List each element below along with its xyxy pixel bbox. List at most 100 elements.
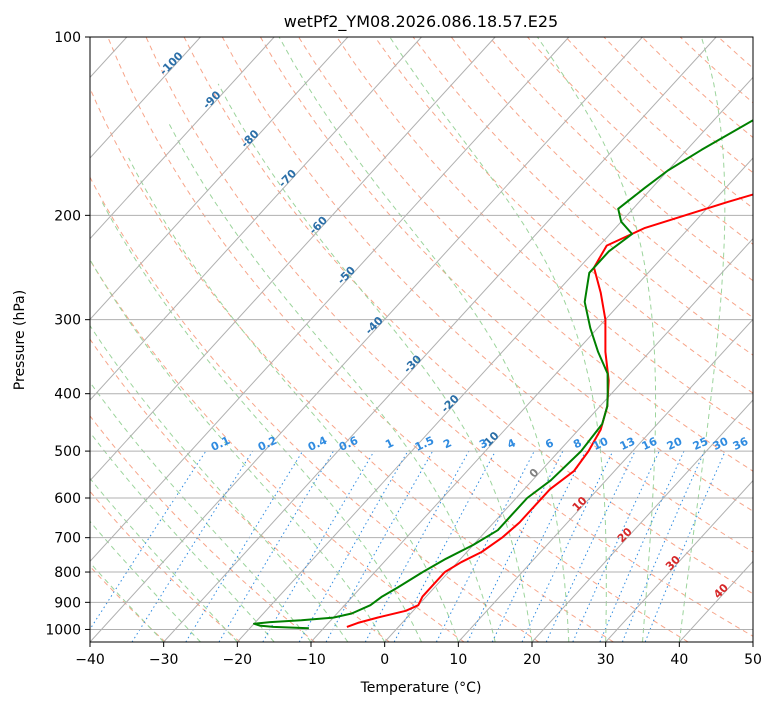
dry-adiabat <box>90 338 390 642</box>
isotherm-line <box>90 37 570 563</box>
x-axis-title: Temperature (°C) <box>360 680 482 696</box>
dry-adiabat <box>450 37 753 319</box>
moist-adiabat <box>90 520 201 642</box>
mixing-ratio-label: 13 <box>618 435 637 453</box>
isotherm-line <box>752 641 753 642</box>
isotherm-line <box>678 560 753 642</box>
dry-adiabat <box>717 37 753 69</box>
mixing-ratio-line <box>185 450 304 642</box>
isotherm-line <box>605 479 753 642</box>
mixing-ratio-line <box>572 450 660 642</box>
mixing-ratio-label: 30 <box>711 435 731 453</box>
x-tick-label: −20 <box>223 652 253 668</box>
mixing-ratio-line <box>467 450 564 642</box>
mixing-ratio-line <box>435 450 535 642</box>
mixing-ratio-line <box>521 450 614 642</box>
dewpoint-profile <box>253 119 753 630</box>
y-tick-label: 800 <box>54 565 81 581</box>
moist-adiabat <box>678 37 726 642</box>
dry-adiabat <box>641 37 753 139</box>
isotherm-label: 40 <box>711 581 731 601</box>
y-tick-label: 900 <box>54 595 81 611</box>
moist-adiabat <box>278 37 570 642</box>
chart-title: wetPf2_YM08.2026.086.18.57.E25 <box>284 12 558 32</box>
background-lines <box>90 37 753 642</box>
isotherm-label: -80 <box>238 127 261 150</box>
moist-adiabat <box>168 123 496 642</box>
dry-adiabat <box>298 37 753 472</box>
isotherm-label: 10 <box>570 494 590 514</box>
dry-adiabat <box>90 176 540 642</box>
x-tick-label: −40 <box>75 652 105 668</box>
y-tick-label: 200 <box>54 208 81 224</box>
y-tick-label: 600 <box>54 491 81 507</box>
y-tick-label: 300 <box>54 313 81 329</box>
mixing-ratio-label: 20 <box>665 435 685 453</box>
moist-adiabat <box>90 431 275 642</box>
plot-frame <box>89 36 754 643</box>
x-tick-label: −30 <box>149 652 179 668</box>
dry-adiabat <box>565 37 753 209</box>
y-tick-label: 1000 <box>45 622 81 638</box>
axes: −40 −30 −20 −10 0 10 20 30 40 50 1000 900 800 700 600 5… <box>45 30 762 668</box>
dry-adiabat <box>90 259 465 642</box>
moist-adiabat <box>90 561 165 642</box>
isotherm-label: -30 <box>401 352 424 375</box>
mixing-ratio-label: 16 <box>640 435 660 453</box>
mixing-ratio-label: 2 <box>441 436 453 451</box>
isotherm-label: -70 <box>276 167 299 190</box>
isotherm-label: 20 <box>615 525 635 545</box>
mixing-ratio-line <box>491 450 587 642</box>
x-tick-label: 20 <box>523 652 541 668</box>
isotherm-label: -40 <box>363 314 386 337</box>
moist-adiabat <box>536 37 657 642</box>
mixing-ratio-line <box>262 450 375 642</box>
x-tick-label: 0 <box>380 652 389 668</box>
y-tick-label: 500 <box>54 444 81 460</box>
moist-adiabat <box>389 37 607 642</box>
line-labels: -100-90-80-70-60-50-40-30-20-10010203040… <box>157 49 750 601</box>
dry-adiabat <box>183 37 753 595</box>
mixing-ratio-label: 6 <box>543 436 556 451</box>
dry-adiabat <box>221 37 753 553</box>
isotherm-label: -20 <box>439 392 462 415</box>
moist-adiabat <box>90 258 386 642</box>
dry-adiabat <box>489 37 753 282</box>
mixing-ratio-line <box>218 450 334 642</box>
x-tick-label: 10 <box>449 652 467 668</box>
isotherm-line <box>90 37 643 642</box>
dry-adiabat <box>679 37 753 104</box>
mixing-ratio-line <box>90 450 207 631</box>
mixing-ratio-label: 10 <box>591 435 611 453</box>
y-tick-label: 700 <box>54 531 81 547</box>
isotherm-line <box>457 318 753 642</box>
x-tick-label: 40 <box>670 652 688 668</box>
dry-adiabat <box>90 87 614 642</box>
isotherm-line <box>236 76 753 642</box>
isotherm-line <box>531 399 753 642</box>
isotherm-line <box>384 237 753 642</box>
dry-adiabat <box>90 415 316 642</box>
mixing-ratio-label: 36 <box>731 435 751 453</box>
isotherm-line <box>90 37 201 159</box>
dry-adiabat <box>603 37 753 174</box>
dry-adiabat <box>107 37 689 642</box>
y-tick-label: 100 <box>54 30 81 46</box>
mixing-ratio-line <box>644 450 726 642</box>
dry-adiabat <box>336 37 753 433</box>
isotherm-line <box>163 37 717 642</box>
isotherm-label: -60 <box>307 214 330 237</box>
mixing-ratio-label: 1 <box>383 436 395 451</box>
dry-adiabat <box>90 490 241 642</box>
isotherm-line <box>310 157 753 642</box>
mixing-ratio-line <box>393 450 496 642</box>
x-tick-label: 30 <box>597 652 615 668</box>
isotherm-label: -50 <box>335 264 358 287</box>
isotherm-line <box>90 37 496 482</box>
isotherm-label: 30 <box>663 553 683 573</box>
y-axis-title: Pressure (hPa) <box>12 290 28 390</box>
mixing-ratio-label: 4 <box>505 436 518 451</box>
y-tick-label: 400 <box>54 387 81 403</box>
dry-adiabat <box>412 37 753 356</box>
